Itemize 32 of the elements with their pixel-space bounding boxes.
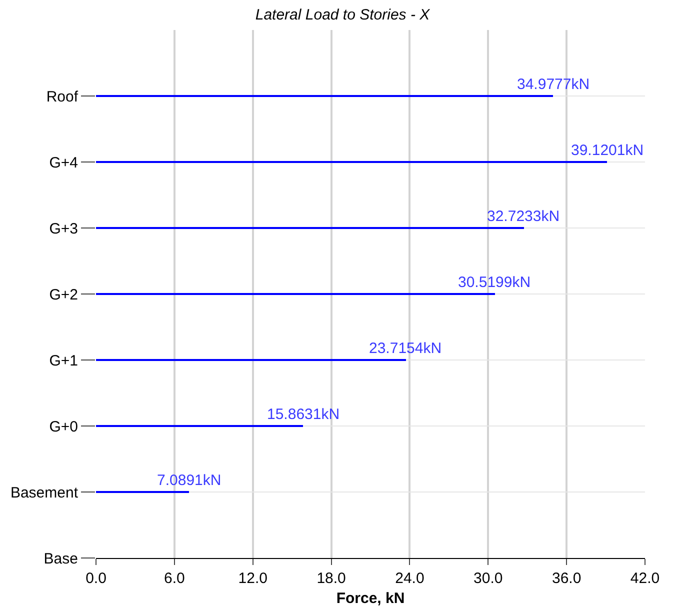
bar xyxy=(96,161,607,163)
x-tick-label: 24.0 xyxy=(395,570,424,587)
data-label: 30.5199kN xyxy=(458,274,531,291)
y-tick-label: Basement xyxy=(10,484,79,502)
y-tick-label: G+0 xyxy=(49,418,78,436)
x-tick-label: 12.0 xyxy=(238,570,268,587)
y-tick-label: Roof xyxy=(46,88,79,106)
y-tick-label: G+3 xyxy=(49,220,78,238)
y-tick-label: G+4 xyxy=(49,154,78,172)
x-tick-label: 6.0 xyxy=(164,570,185,587)
bar xyxy=(96,491,189,493)
bar xyxy=(96,227,524,229)
x-tick-label: 42.0 xyxy=(630,570,660,587)
data-label: 7.0891kN xyxy=(157,472,222,489)
x-axis-title: Force, kN xyxy=(336,590,405,607)
data-label: 15.8631kN xyxy=(267,406,340,423)
bar xyxy=(96,95,553,97)
y-tick-label: G+2 xyxy=(49,286,78,304)
chart-title: Lateral Load to Stories - X xyxy=(255,6,431,24)
data-label: 32.7233kN xyxy=(487,208,560,225)
x-tick-label: 18.0 xyxy=(316,570,346,587)
data-label: 34.9777kN xyxy=(517,76,590,93)
bar xyxy=(96,359,406,361)
x-tick-label: 30.0 xyxy=(474,570,503,587)
y-tick-label: Base xyxy=(44,550,78,568)
bar xyxy=(96,293,495,295)
bar xyxy=(96,425,303,427)
data-label: 39.1201kN xyxy=(571,142,644,159)
data-label: 23.7154kN xyxy=(369,340,442,357)
x-tick-label: 0.0 xyxy=(86,570,106,587)
x-tick-label: 36.0 xyxy=(552,570,582,587)
y-tick-label: G+1 xyxy=(49,352,78,370)
